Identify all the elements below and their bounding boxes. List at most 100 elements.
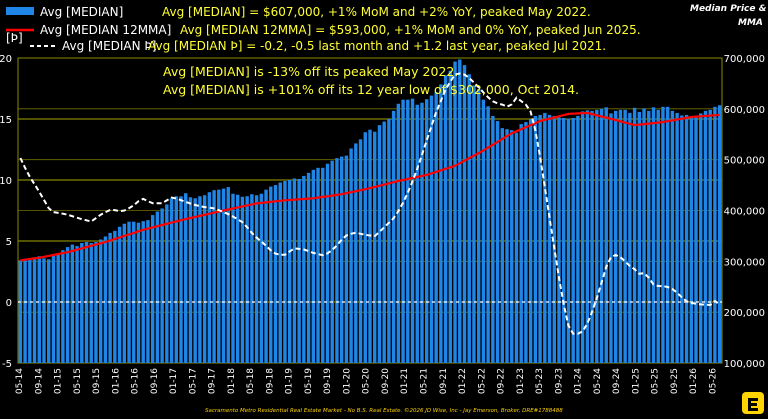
median-bar <box>75 246 79 363</box>
left-tick-label: 5 <box>6 237 12 248</box>
median-bar <box>287 180 292 363</box>
median-bar <box>656 109 660 363</box>
median-bar <box>188 197 193 363</box>
right-tick-label: 300,000 <box>724 257 765 268</box>
median-bar <box>510 130 514 363</box>
median-bar <box>316 167 320 363</box>
median-bar <box>28 259 32 363</box>
median-bar <box>547 114 552 363</box>
x-tick-label: 05-20 <box>362 368 372 394</box>
legend-swatch-median <box>6 7 34 15</box>
median-bar <box>391 110 396 363</box>
x-tick-label: 05-26 <box>708 368 718 394</box>
median-bar <box>661 106 665 364</box>
median-bar <box>373 131 377 363</box>
x-tick-label: 01-26 <box>689 368 699 394</box>
median-bar <box>98 239 103 363</box>
right-tick-label: 600,000 <box>724 105 765 116</box>
median-bar <box>269 186 273 363</box>
series-lines <box>19 72 721 335</box>
median-bar <box>117 226 122 363</box>
median-bars <box>18 59 722 364</box>
median-bar <box>250 194 254 363</box>
median-bar <box>349 148 353 363</box>
left-tick-label: -5 <box>2 359 12 370</box>
median-bar <box>56 253 60 363</box>
median-bar <box>670 110 675 363</box>
median-bar <box>613 110 618 363</box>
median-bar <box>434 92 438 363</box>
x-tick-label: 09-24 <box>612 368 622 394</box>
median-bar <box>321 167 325 363</box>
median-bar <box>207 192 212 363</box>
median-bar <box>23 258 27 363</box>
right-tick-label: 100,000 <box>724 359 765 370</box>
mma-line <box>20 111 720 262</box>
median-bar <box>623 109 627 363</box>
median-bar <box>557 117 561 363</box>
median-bar <box>604 107 608 363</box>
median-bar <box>703 110 708 363</box>
right-tick-label: 200,000 <box>724 308 765 319</box>
median-bar <box>500 128 504 363</box>
median-bar <box>160 208 164 363</box>
median-bar <box>226 187 230 363</box>
x-tick-label: 01-17 <box>169 368 179 394</box>
median-bar <box>599 108 604 363</box>
median-bar <box>174 196 178 363</box>
x-tick-label: 05-17 <box>188 368 198 394</box>
x-tick-label: 05-21 <box>420 368 430 394</box>
median-bar <box>481 99 486 363</box>
median-bar <box>339 156 344 363</box>
footer-credit: Sacramento Metro Residential Real Estate… <box>205 407 563 414</box>
right-tick-label: 700,000 <box>724 54 765 65</box>
median-bar <box>141 221 145 363</box>
median-bar <box>259 193 264 363</box>
left-axis-ticks: -5 0 5 10 15 20 <box>0 54 12 370</box>
median-bar <box>122 223 127 363</box>
median-bar <box>571 117 575 363</box>
median-bar <box>292 178 297 363</box>
median-bar <box>424 99 429 364</box>
median-bar <box>297 178 301 363</box>
median-bar <box>61 250 65 363</box>
x-axis-ticks: 05-14 09-14 01-15 05-15 09-15 01-16 05-16 09-16… <box>15 368 718 395</box>
median-bar <box>462 65 467 363</box>
median-bar <box>491 115 495 363</box>
median-bar <box>80 243 84 363</box>
median-bar <box>543 112 547 364</box>
median-bar <box>32 257 37 363</box>
left-tick-label: 10 <box>0 176 12 187</box>
median-bar <box>519 124 523 363</box>
median-bar <box>306 172 311 363</box>
median-bar <box>311 169 316 363</box>
x-tick-label: 05-22 <box>477 368 487 394</box>
median-bar <box>429 95 434 363</box>
median-bar <box>240 196 245 363</box>
median-bar <box>396 103 401 363</box>
x-tick-label: 01-16 <box>111 368 121 394</box>
x-tick-label: 01-22 <box>458 368 468 394</box>
median-bar <box>651 107 656 363</box>
median-bar <box>51 255 56 363</box>
median-bar <box>467 74 471 364</box>
median-bar <box>169 198 174 363</box>
median-bar <box>533 115 538 363</box>
median-bar <box>448 70 453 363</box>
median-bar <box>221 188 226 363</box>
median-bar <box>609 113 613 364</box>
median-bar <box>217 189 221 363</box>
median-bar <box>689 116 693 363</box>
median-bar <box>37 256 41 363</box>
median-bar <box>439 84 443 363</box>
median-bar <box>283 181 287 363</box>
median-bar <box>580 111 585 363</box>
x-tick-label: 01-24 <box>574 368 584 394</box>
median-bar <box>212 190 216 363</box>
median-bar <box>179 196 183 363</box>
median-bar <box>89 243 93 363</box>
right-axis-ticks: 100,000 200,000 300,000 400,000 500,000 600,0… <box>724 54 765 370</box>
right-tick-label: 500,000 <box>724 156 765 167</box>
median-bar <box>566 118 571 363</box>
